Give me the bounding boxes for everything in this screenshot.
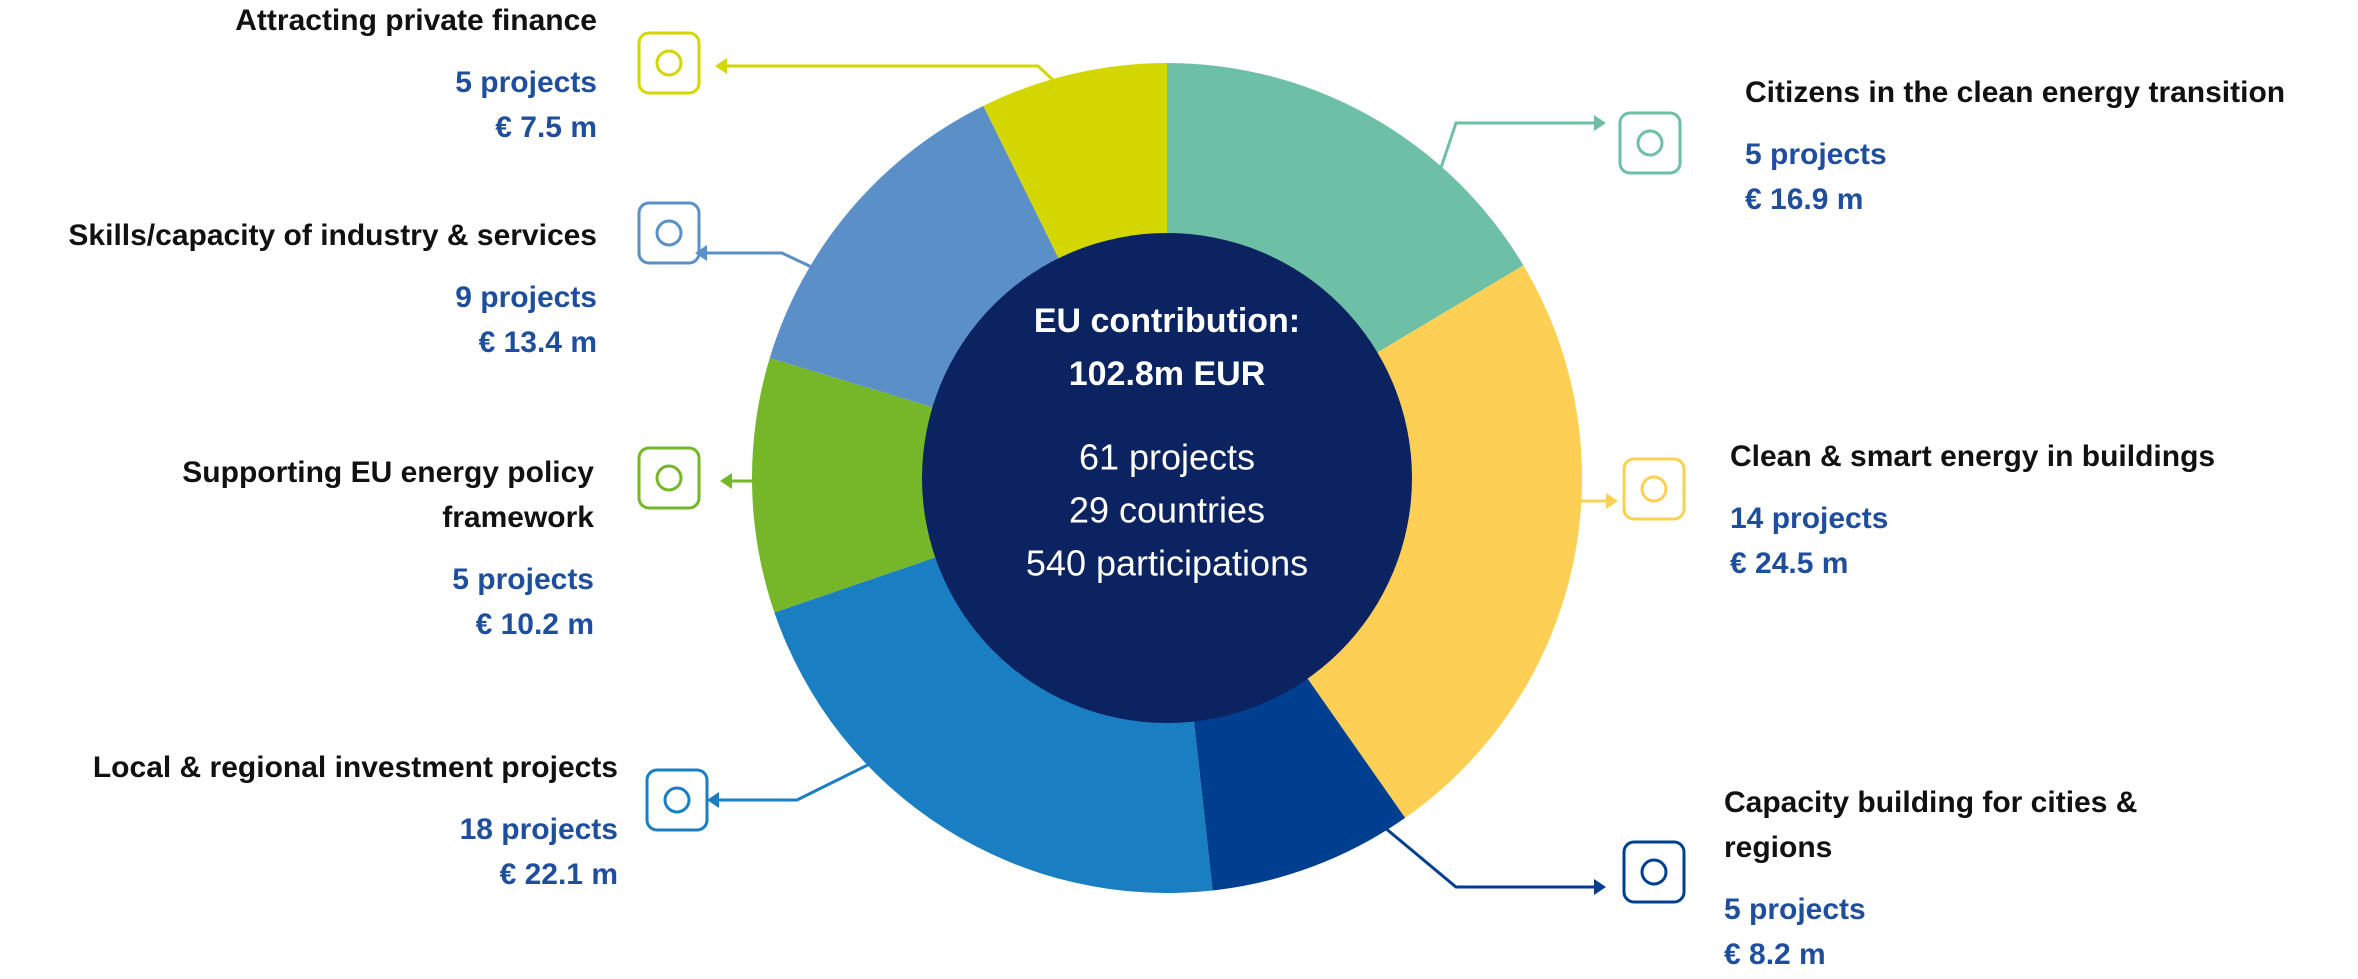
value-label: € 7.5 m <box>495 111 597 144</box>
leader-arrow <box>1594 879 1606 895</box>
icon-frame <box>645 768 709 832</box>
leader-line <box>1412 121 1594 249</box>
project-count: 5 projects <box>1745 138 1887 171</box>
donut-segment <box>769 105 1061 409</box>
center-disc <box>922 233 1412 723</box>
value-label: € 13.4 m <box>478 326 597 359</box>
category-name: Clean & smart energy in buildings <box>1730 440 2216 473</box>
leader-line <box>727 64 1055 82</box>
project-count: 5 projects <box>455 66 597 99</box>
leader-line <box>719 746 903 802</box>
category-label: Skills/capacity of industry & services 9 … <box>0 213 597 365</box>
category-name: Skills/capacity of industry & services <box>68 219 597 252</box>
category-label: Clean & smart energy in buildings 14 proj… <box>1730 434 2340 586</box>
category-icon <box>637 201 701 265</box>
icon-dot <box>1636 129 1664 157</box>
value-label: € 24.5 m <box>1730 547 1849 580</box>
segment-numbers: 9 projects € 13.4 m <box>0 275 597 365</box>
project-count: 5 projects <box>1724 893 1866 926</box>
icon-frame <box>1622 840 1686 904</box>
segment-numbers: 18 projects € 22.1 m <box>18 807 618 897</box>
project-count: 14 projects <box>1730 502 1889 535</box>
category-icon <box>637 31 701 95</box>
center-text: 102.8m EUR <box>1069 355 1266 393</box>
category-icon <box>1618 111 1682 175</box>
category-label: Capacity building for cities & regions 5 … <box>1724 780 2334 977</box>
category-icon <box>637 446 701 510</box>
leader-arrow <box>1606 493 1618 509</box>
segment-numbers: 5 projects € 8.2 m <box>1724 887 2334 977</box>
center-text: 540 participations <box>1026 543 1308 584</box>
category-name: Capacity building for cities & regions <box>1724 786 2138 864</box>
icon-frame <box>637 201 701 265</box>
leader-arrow <box>707 792 719 808</box>
donut-segment <box>1304 265 1582 818</box>
leader-arrow <box>720 473 732 489</box>
project-count: 9 projects <box>455 281 597 314</box>
segment-numbers: 5 projects € 10.2 m <box>0 557 594 647</box>
icon-frame <box>1622 457 1686 521</box>
icon-frame <box>1618 111 1682 175</box>
project-count: 5 projects <box>452 563 594 596</box>
icon-dot <box>655 49 683 77</box>
icon-dot <box>1640 858 1668 886</box>
leader-arrow <box>715 58 727 74</box>
segment-numbers: 5 projects € 7.5 m <box>0 60 597 150</box>
value-label: € 16.9 m <box>1745 183 1864 216</box>
project-count: 18 projects <box>459 813 618 846</box>
icon-dot <box>655 464 683 492</box>
center-text: EU contribution: <box>1034 302 1300 340</box>
segment-numbers: 14 projects € 24.5 m <box>1730 496 2340 586</box>
icon-dot <box>655 219 683 247</box>
value-label: € 22.1 m <box>499 858 618 891</box>
donut-segment <box>1167 63 1524 356</box>
center-text: 61 projects <box>1079 437 1255 478</box>
leader-line <box>1353 800 1594 889</box>
category-icon <box>645 768 709 832</box>
category-icon <box>1622 840 1686 904</box>
leader-arrow <box>1594 115 1606 131</box>
segment-numbers: 5 projects € 16.9 m <box>1745 132 2355 222</box>
category-name: Supporting EU energy policy framework <box>182 456 594 534</box>
donut-segment <box>774 555 1213 893</box>
donut-segment <box>983 63 1167 263</box>
category-name: Local & regional investment projects <box>92 751 618 784</box>
leader-line <box>707 251 821 273</box>
category-label: Supporting EU energy policy framework 5 p… <box>0 450 594 647</box>
category-label: Citizens in the clean energy transition 5… <box>1745 70 2355 222</box>
center-text: 29 countries <box>1069 490 1265 531</box>
value-label: € 10.2 m <box>475 608 594 641</box>
category-icon <box>1622 457 1686 521</box>
category-name: Citizens in the clean energy transition <box>1745 76 2286 109</box>
leader-arrow <box>695 245 707 261</box>
icon-dot <box>663 786 691 814</box>
value-label: € 8.2 m <box>1724 938 1826 971</box>
icon-frame <box>637 446 701 510</box>
category-label: Local & regional investment projects 18 p… <box>18 745 618 897</box>
category-name: Attracting private finance <box>235 4 597 37</box>
donut-segment <box>1193 674 1406 891</box>
donut-segment <box>752 357 940 613</box>
icon-frame <box>637 31 701 95</box>
category-label: Attracting private finance 5 projects € 7.… <box>0 0 597 150</box>
icon-dot <box>1640 475 1668 503</box>
